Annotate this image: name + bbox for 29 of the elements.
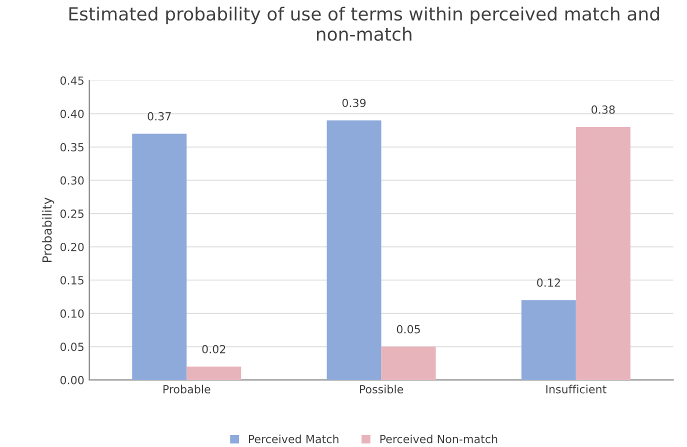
bar (132, 134, 187, 380)
y-tick-label: 0.20 (60, 242, 84, 252)
bar (576, 127, 630, 380)
legend-label: Perceived Match (249, 434, 338, 444)
legend-label: Perceived Non-match (380, 434, 498, 444)
bar (521, 300, 576, 380)
y-tick-label: 0.00 (60, 376, 84, 384)
y-tick-label: 0.30 (60, 176, 84, 185)
data-label: 0.02 (202, 344, 226, 354)
y-tick-label: 0.35 (60, 142, 84, 152)
y-axis-title: Probability (42, 198, 54, 262)
bar (326, 120, 382, 380)
y-tick-label: 0.05 (60, 342, 84, 352)
bar (186, 366, 242, 380)
data-label: 0.05 (396, 325, 420, 334)
data-label: 0.39 (342, 98, 366, 108)
y-tick-label: 0.15 (60, 276, 84, 284)
x-tick-label: Insufficient (546, 384, 606, 394)
data-label: 0.37 (148, 112, 171, 120)
data-label: 0.38 (592, 105, 615, 114)
y-tick-label: 0.10 (60, 309, 84, 318)
chart-title: Estimated probability of use of terms within perceived match and non-match (69, 6, 659, 41)
y-tick-label: 0.40 (60, 110, 84, 118)
x-tick-label: Probable (163, 384, 210, 394)
x-tick-label: Possible (360, 384, 404, 394)
y-tick-label: 0.25 (60, 210, 84, 218)
bar (381, 346, 436, 380)
y-tick-label: 0.45 (60, 76, 84, 85)
data-label: 0.12 (537, 278, 560, 287)
